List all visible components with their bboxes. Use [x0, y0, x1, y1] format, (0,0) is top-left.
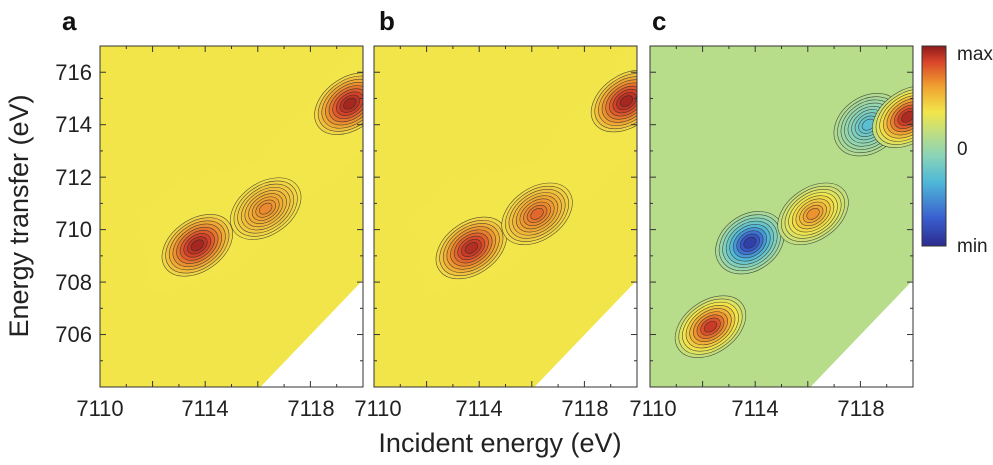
contour-peak-1-ring-1 — [259, 202, 273, 215]
y-tick-708: 708 — [55, 270, 92, 295]
x-tick-b-7118: 7118 — [561, 396, 608, 421]
contour-peak-2-ring-1 — [343, 97, 357, 110]
colorbar-min-label: min — [957, 236, 988, 257]
y-tick-706: 706 — [55, 322, 92, 347]
contour-peak-1-ring-1 — [743, 236, 757, 249]
panel-letter-b: b — [379, 6, 395, 36]
x-tick-c-7114: 7114 — [731, 396, 778, 421]
panel-letter-c: c — [652, 6, 666, 36]
x-tick-b-7114: 7114 — [455, 396, 502, 421]
x-axis-title: Incident energy (eV) — [378, 428, 621, 458]
y-tick-714: 714 — [55, 112, 92, 137]
y-tick-716: 716 — [55, 60, 92, 85]
panel-c-map — [650, 46, 913, 387]
excluded-region — [534, 280, 637, 387]
x-tick-a-7110: 7110 — [76, 396, 123, 421]
panel-a-map — [100, 46, 363, 387]
y-tick-712: 712 — [55, 165, 92, 190]
x-tick-b-7110: 7110 — [354, 396, 401, 421]
colorbar — [921, 45, 947, 247]
x-tick-c-7118: 7118 — [837, 396, 884, 421]
colorbar-max-label: max — [957, 44, 993, 65]
contour-peak-2-ring-1 — [619, 95, 634, 107]
contour-peak-0-ring-1 — [464, 242, 478, 254]
y-axis-title: Energy transfer (eV) — [4, 94, 34, 337]
contour-peak-4-ring-1 — [901, 110, 913, 123]
tick-marks — [99, 46, 914, 387]
colorbar-zero-label: 0 — [957, 139, 968, 160]
x-tick-labels: 7110 7114 7118 7110 7114 7118 7110 7114 … — [76, 396, 884, 421]
y-tick-710: 710 — [55, 217, 92, 242]
contour-peak-0-ring-1 — [190, 239, 204, 252]
contour-peak-0-ring-1 — [703, 320, 718, 333]
excluded-region — [260, 280, 363, 387]
panel-b-map — [374, 46, 637, 387]
x-tick-c-7110: 7110 — [629, 396, 676, 421]
x-tick-a-7118: 7118 — [287, 396, 334, 421]
panel-letter-a: a — [62, 6, 77, 36]
contour-peak-1-ring-1 — [530, 208, 544, 220]
y-tick-labels: 706 708 710 712 714 716 — [55, 60, 92, 347]
excluded-region — [810, 280, 913, 387]
x-tick-a-7114: 7114 — [181, 396, 228, 421]
contour-peak-2-ring-1 — [806, 208, 820, 220]
